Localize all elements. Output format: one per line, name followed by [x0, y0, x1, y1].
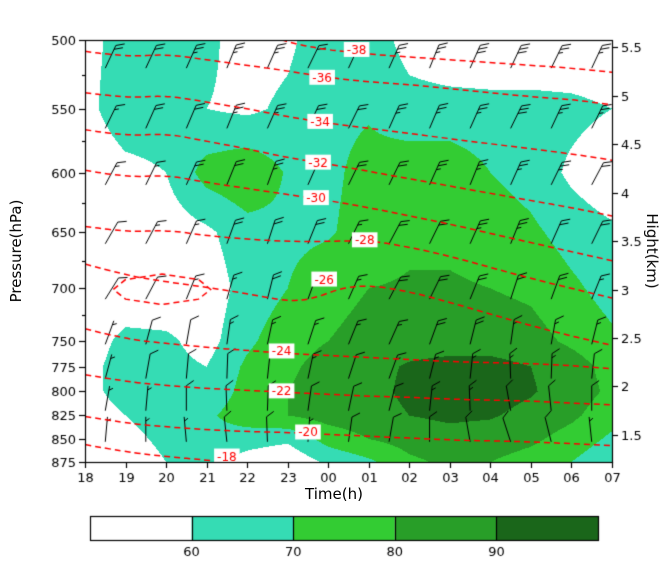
x-axis-title: Time(h) [305, 485, 363, 503]
left-y-axis-title: Pressure(hPa) [7, 199, 25, 303]
right-y-axis-title: Hight(km) [643, 213, 661, 289]
